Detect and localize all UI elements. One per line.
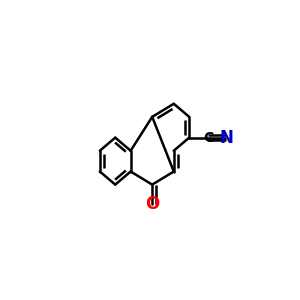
Text: N: N: [219, 129, 233, 147]
Text: C: C: [203, 130, 214, 145]
Text: O: O: [145, 195, 159, 213]
